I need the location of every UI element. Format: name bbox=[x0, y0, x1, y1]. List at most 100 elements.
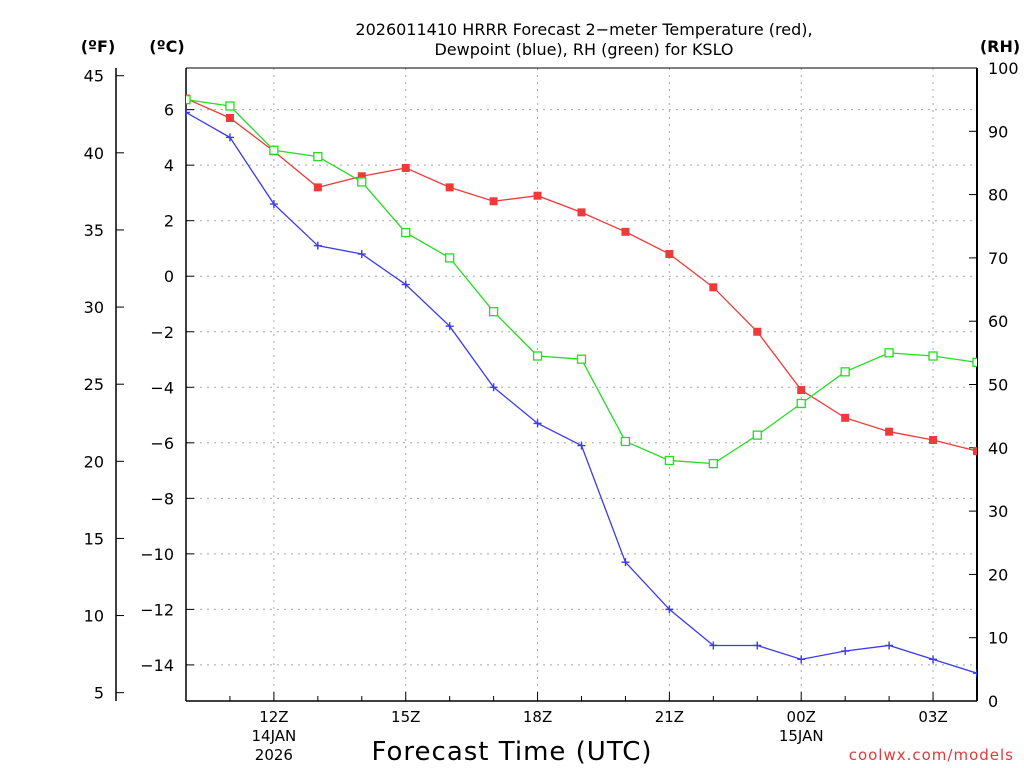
rh-point bbox=[445, 253, 455, 263]
rh-point bbox=[708, 458, 718, 469]
temperature-point bbox=[357, 172, 366, 181]
rh-tick-label: 0 bbox=[988, 692, 998, 711]
temperature-point bbox=[797, 386, 806, 395]
fahrenheit-tick-label: 45 bbox=[84, 67, 104, 86]
dewpoint-point bbox=[841, 647, 850, 656]
rh-point bbox=[532, 351, 543, 361]
x-tick-label: 15Z bbox=[391, 708, 420, 726]
dewpoint-point bbox=[665, 605, 674, 614]
celsius-tick-label: −12 bbox=[140, 600, 174, 619]
rh-tick-label: 20 bbox=[988, 565, 1008, 584]
fahrenheit-unit-label: (ºF) bbox=[81, 37, 116, 56]
fahrenheit-tick-label: 20 bbox=[84, 452, 104, 471]
dewpoint-point bbox=[357, 250, 366, 259]
temperature-point bbox=[577, 208, 586, 217]
rh-tick-label: 40 bbox=[988, 439, 1008, 458]
x-tick-label: 00Z bbox=[787, 708, 816, 726]
rh-point bbox=[225, 101, 235, 111]
rh-unit-label: (RH) bbox=[980, 37, 1020, 56]
temperature-point bbox=[225, 113, 234, 122]
rh-point bbox=[576, 354, 587, 364]
temperature-point bbox=[401, 163, 410, 172]
series-dewpoint bbox=[186, 108, 977, 678]
celsius-tick-label: 4 bbox=[164, 156, 174, 175]
temperature-point bbox=[533, 191, 542, 200]
rh-line bbox=[186, 99, 977, 465]
temperature-point bbox=[753, 327, 762, 336]
celsius-tick-label: −10 bbox=[140, 545, 174, 564]
celsius-unit-label: (ºC) bbox=[149, 37, 184, 56]
fahrenheit-tick-label: 35 bbox=[84, 221, 104, 240]
temperature-point bbox=[621, 227, 630, 236]
dewpoint-point bbox=[797, 655, 806, 664]
dewpoint-point bbox=[445, 322, 454, 331]
rh-tick-label: 30 bbox=[988, 502, 1008, 521]
x-tick-label: 18Z bbox=[523, 708, 552, 726]
temperature-point bbox=[489, 197, 498, 206]
rh-point bbox=[186, 95, 191, 105]
dewpoint-line bbox=[186, 111, 977, 674]
rh-point bbox=[928, 351, 938, 361]
x-tick-label: 21Z bbox=[655, 708, 684, 726]
temperature-line bbox=[186, 97, 977, 452]
fahrenheit-tick-label: 5 bbox=[94, 684, 104, 703]
dewpoint-point bbox=[885, 641, 894, 650]
celsius-tick-label: −6 bbox=[150, 434, 174, 453]
rh-point bbox=[620, 436, 631, 447]
rh-point bbox=[664, 455, 675, 466]
rh-tick-label: 100 bbox=[988, 59, 1019, 78]
celsius-tick-label: 0 bbox=[164, 267, 174, 286]
x-tick-year: 2026 bbox=[255, 746, 293, 764]
rh-point bbox=[840, 367, 850, 377]
temperature-point bbox=[313, 183, 322, 192]
celsius-tick-label: −2 bbox=[150, 323, 174, 342]
temperature-point bbox=[841, 413, 850, 422]
dewpoint-point bbox=[973, 669, 977, 678]
dewpoint-point bbox=[753, 641, 762, 650]
series-rh bbox=[186, 95, 977, 469]
rh-tick-label: 10 bbox=[988, 629, 1008, 648]
rh-point bbox=[752, 430, 762, 440]
temperature-point bbox=[929, 436, 938, 445]
series-temperature bbox=[186, 94, 977, 456]
dewpoint-point bbox=[225, 133, 234, 142]
fahrenheit-tick-label: 30 bbox=[84, 298, 104, 317]
gridlines bbox=[186, 68, 977, 701]
x-tick-label: 03Z bbox=[918, 708, 947, 726]
dewpoint-point bbox=[577, 441, 586, 450]
dewpoint-point bbox=[269, 200, 278, 209]
celsius-tick-label: −4 bbox=[150, 378, 174, 397]
rh-point bbox=[269, 145, 279, 155]
rh-point bbox=[488, 307, 499, 317]
fahrenheit-tick-label: 40 bbox=[84, 144, 104, 163]
axes: 6420−2−4−6−8−10−12−144540353025201510510… bbox=[84, 59, 1019, 764]
temperature-point bbox=[885, 427, 894, 436]
rh-tick-label: 70 bbox=[988, 249, 1008, 268]
dewpoint-point bbox=[709, 641, 718, 650]
rh-point bbox=[972, 357, 977, 367]
rh-tick-label: 80 bbox=[988, 186, 1008, 205]
temperature-point bbox=[709, 283, 718, 292]
dewpoint-point bbox=[929, 655, 938, 664]
fahrenheit-tick-label: 15 bbox=[84, 529, 104, 548]
dewpoint-point bbox=[489, 383, 498, 392]
fahrenheit-tick-label: 25 bbox=[84, 375, 104, 394]
rh-point bbox=[357, 177, 367, 187]
rh-point bbox=[796, 398, 806, 409]
x-tick-date: 15JAN bbox=[779, 727, 824, 745]
temperature-point bbox=[973, 447, 977, 456]
fahrenheit-tick-label: 10 bbox=[84, 607, 104, 626]
dewpoint-point bbox=[186, 108, 190, 117]
x-tick-date: 14JAN bbox=[252, 727, 297, 745]
source-credit: coolwx.com/models bbox=[849, 746, 1014, 764]
rh-tick-label: 50 bbox=[988, 376, 1008, 395]
rh-tick-label: 90 bbox=[988, 122, 1008, 141]
temperature-point bbox=[665, 250, 674, 259]
celsius-tick-label: 6 bbox=[164, 101, 174, 120]
temperature-point bbox=[445, 183, 454, 192]
celsius-tick-label: −8 bbox=[150, 489, 174, 508]
dewpoint-point bbox=[313, 241, 322, 250]
rh-tick-label: 60 bbox=[988, 312, 1008, 331]
x-axis-title: Forecast Time (UTC) bbox=[371, 737, 652, 767]
